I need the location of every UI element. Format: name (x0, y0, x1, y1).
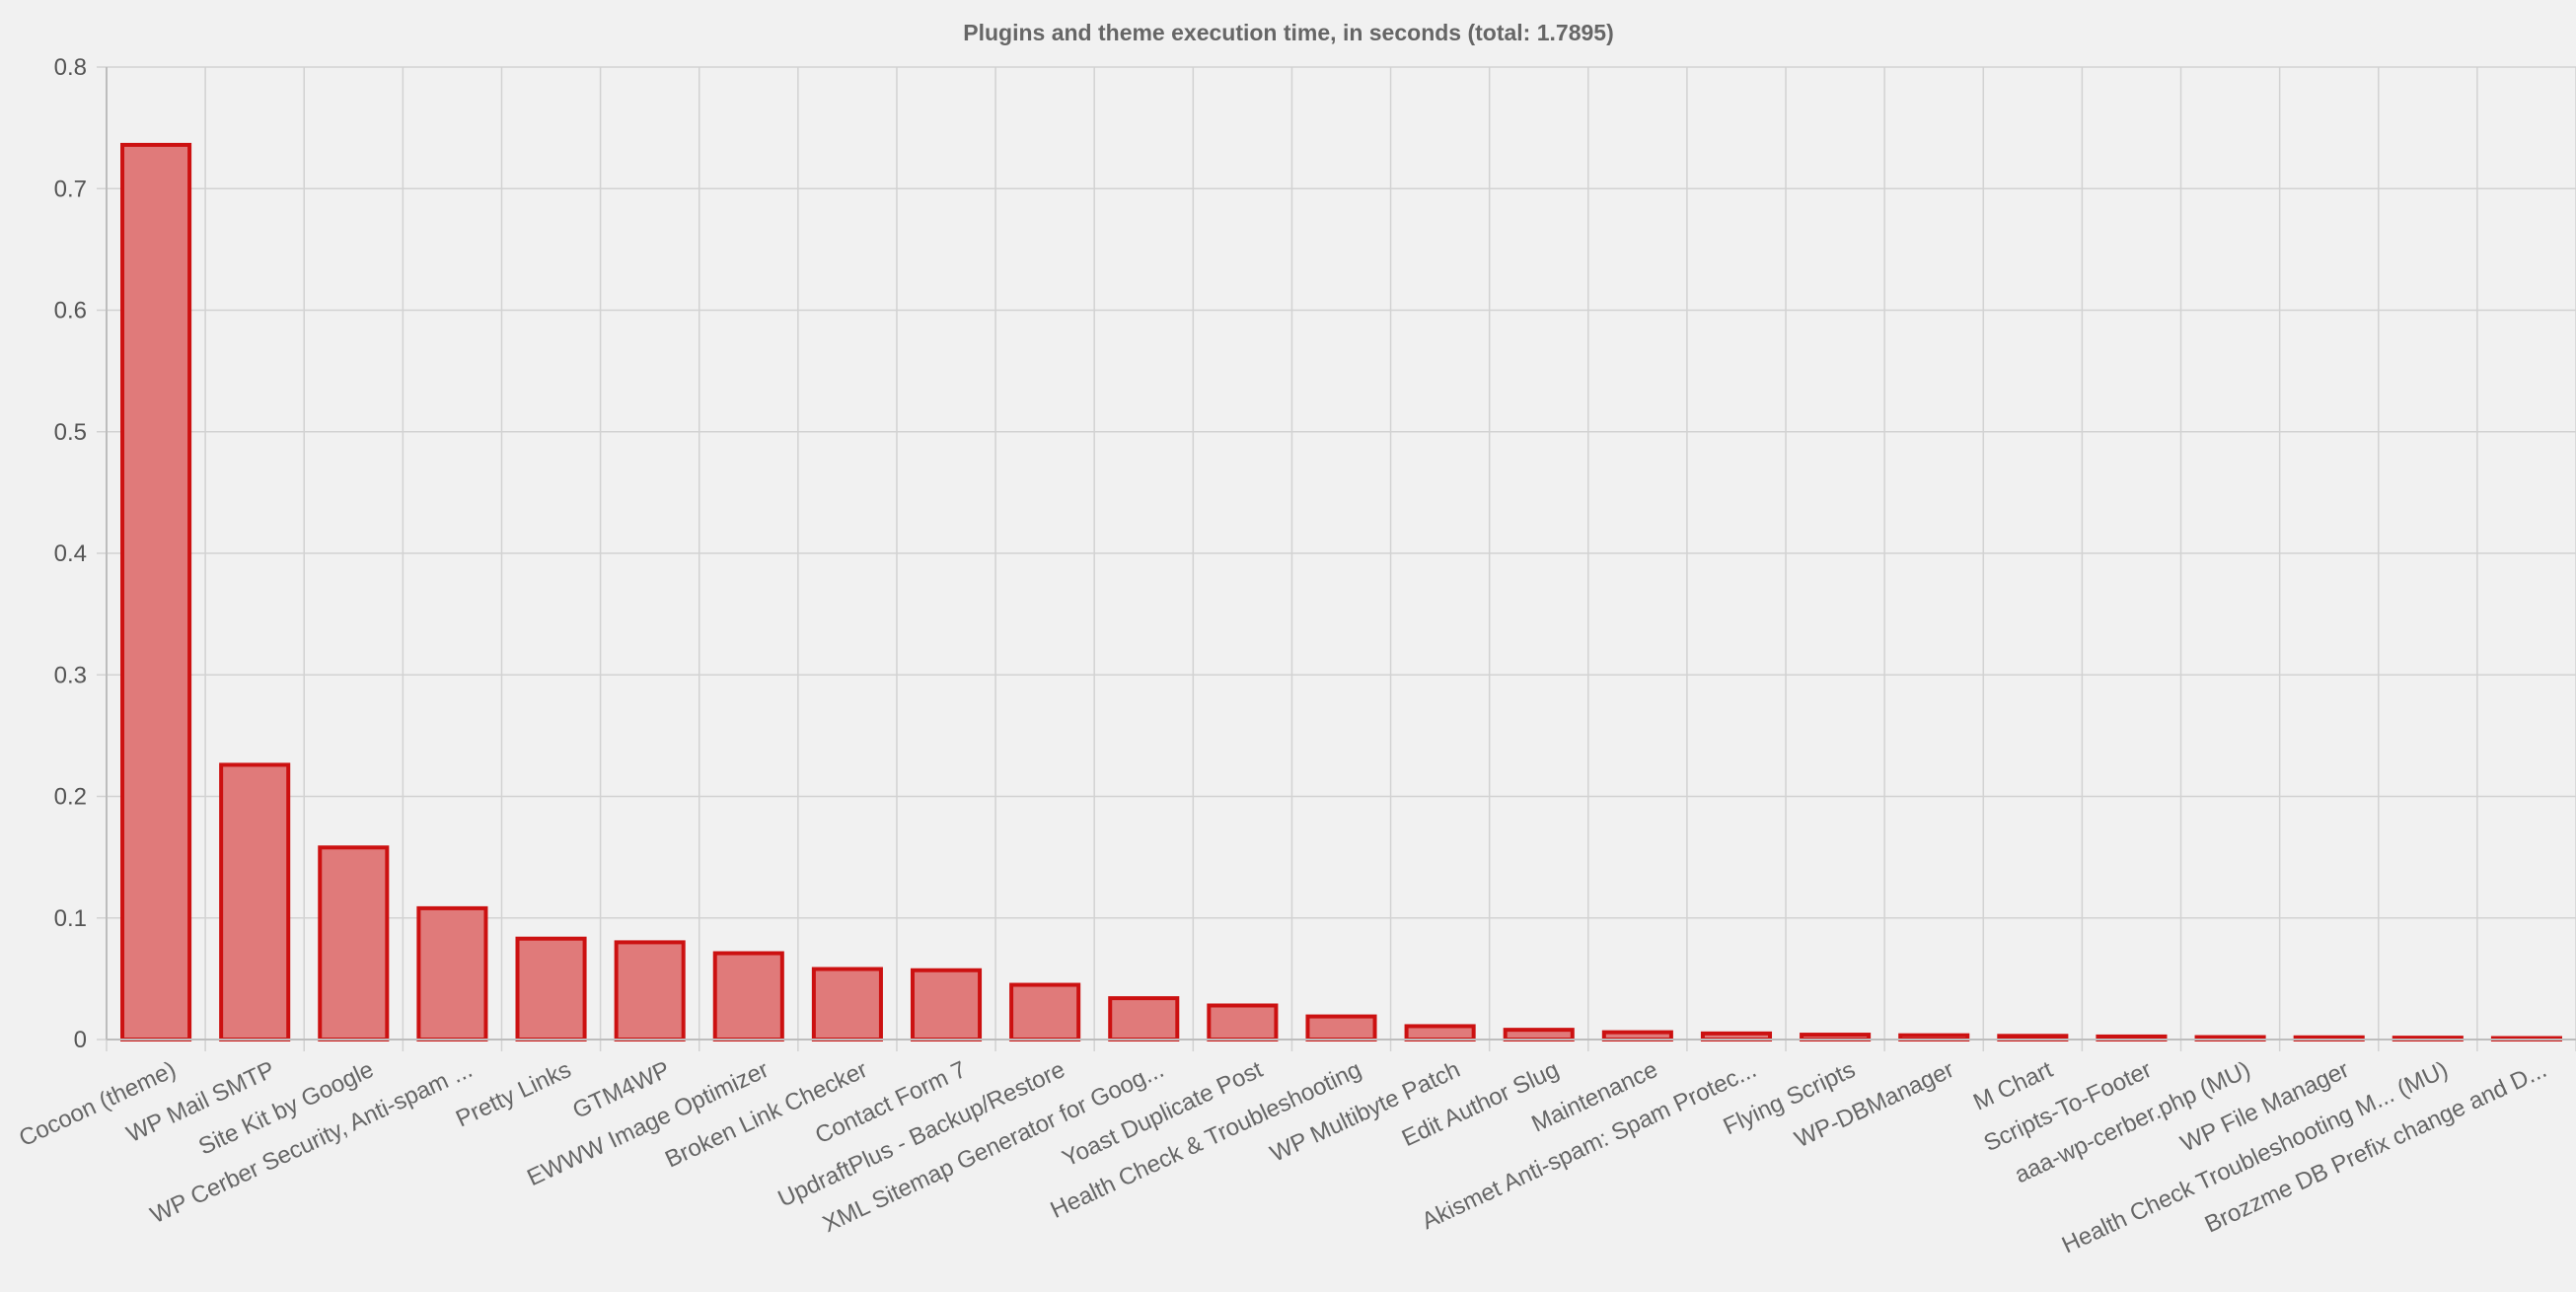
grid-lines (97, 66, 2576, 1051)
y-tick-label: 0.3 (54, 662, 87, 688)
bar[interactable] (219, 762, 291, 1042)
bar[interactable] (1305, 1014, 1377, 1042)
bar[interactable] (515, 936, 587, 1042)
bar[interactable] (1601, 1030, 1673, 1041)
y-tick-label: 0.7 (54, 176, 87, 202)
bar[interactable] (1009, 982, 1081, 1041)
bar[interactable] (1108, 996, 1180, 1041)
bar[interactable] (1404, 1024, 1476, 1042)
bar[interactable] (120, 142, 192, 1041)
bar[interactable] (416, 905, 488, 1042)
y-tick-label: 0.8 (54, 54, 87, 81)
bar[interactable] (318, 845, 390, 1042)
y-tick-label: 0.4 (54, 540, 87, 567)
y-tick-label: 0 (74, 1027, 87, 1053)
bar[interactable] (1207, 1003, 1279, 1041)
bar[interactable] (1503, 1028, 1575, 1042)
x-tick-label: Akismet Anti-spam: Spam Protec... (1418, 1056, 1760, 1235)
y-tick-label: 0.2 (54, 784, 87, 811)
bars (120, 142, 2562, 1042)
bar[interactable] (910, 968, 983, 1041)
y-tick-label: 0.5 (54, 419, 87, 446)
y-axis-ticks: 0 0.1 0.2 0.3 0.4 0.5 0.6 0.7 0.8 (54, 54, 87, 1053)
bar[interactable] (811, 967, 883, 1042)
bar[interactable] (614, 940, 686, 1042)
bar[interactable] (712, 951, 784, 1041)
y-tick-label: 0.6 (54, 298, 87, 324)
y-tick-label: 0.1 (54, 905, 87, 932)
chart-title: Plugins and theme execution time, in sec… (963, 20, 1614, 45)
axes (106, 67, 2576, 1041)
